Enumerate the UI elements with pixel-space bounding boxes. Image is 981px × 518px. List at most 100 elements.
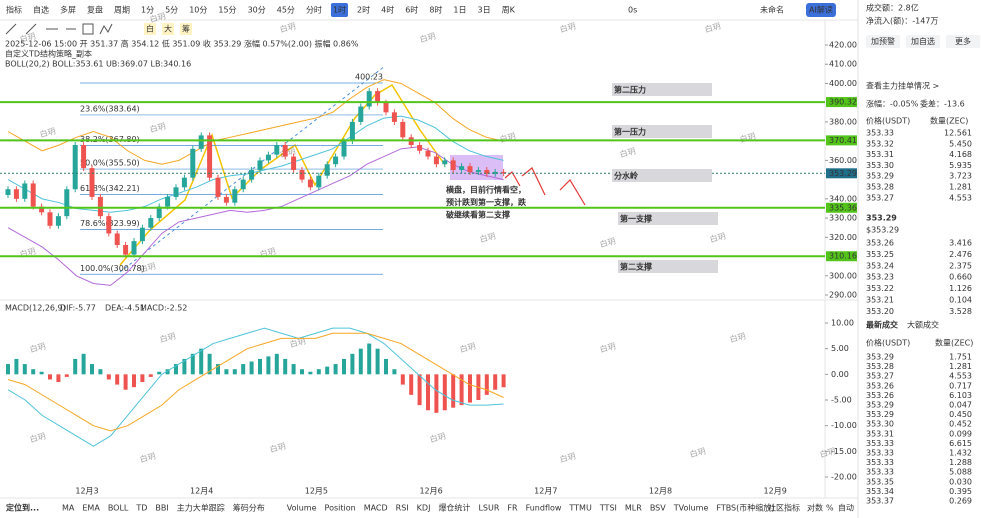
trade-size: 0.450 [949,410,972,419]
indicator-tab[interactable]: TTSI [599,504,617,513]
panel-button-label[interactable]: 加自选 [911,36,935,46]
macd-bar [493,374,498,390]
toolbar-item[interactable]: 2时 [357,5,370,15]
macd-bar [451,374,456,408]
tool-label[interactable]: 大 [164,24,172,34]
toolbar-item[interactable]: 复盘 [87,5,103,15]
candle [459,166,465,170]
tool-label[interactable]: 白 [146,24,154,34]
indicator-tab[interactable]: FTBS(币种缩放) [716,503,774,513]
indicator-tab[interactable]: FR [507,504,518,513]
candle [30,183,36,207]
watermark: 白玥 [279,21,297,35]
indicator-tab[interactable]: Position [325,504,356,513]
trade-price: 353.31 [866,429,894,438]
macd-bar [115,374,120,385]
indicator-tab[interactable]: BBI [155,504,168,513]
macd-bar [417,374,422,406]
ai-button-label[interactable]: AI解读 [809,5,833,15]
candle [139,227,145,242]
bottom-right-item[interactable]: 社区指标 [768,503,800,513]
panel-button[interactable] [946,35,980,48]
annotation-text: 分水岭 [614,171,638,181]
trade-size: 0.269 [949,497,972,506]
x-tick-label: 12月8 [649,487,672,496]
macd-bar [157,371,162,375]
toolbar-item[interactable]: 分时 [306,5,322,15]
panel-button[interactable] [866,35,900,48]
candle [223,196,229,203]
last-price-label: 353.29 [829,169,857,178]
toolbar-item[interactable]: 1时 [333,5,346,15]
x-tick-label: 12月9 [764,487,787,496]
macd-y-tick-label: -20.00 [831,473,857,482]
macd-bar [224,369,229,375]
indicator-tab[interactable]: LSUR [478,504,499,513]
panel-button[interactable] [906,35,940,48]
orderbook-link[interactable]: 查看主力挂单情况 > [866,81,939,91]
toolbar-item[interactable]: 10分 [189,6,207,15]
indicator-tab[interactable]: BOLL [108,504,129,513]
toolbar-item[interactable]: 多屏 [60,5,76,15]
indicator-tab[interactable]: TVolume [673,504,709,513]
toolbar-item[interactable]: 30分 [248,6,266,15]
tool-label[interactable]: 筹 [182,24,190,34]
toolbar-item[interactable]: 45分 [277,6,295,15]
macd-bar [316,369,321,375]
layout-name[interactable]: 未命名 [760,5,784,15]
trade-header: 价格(USDT) [866,338,910,348]
toolbar-item[interactable]: 5分 [165,6,178,15]
ai-button[interactable] [806,3,836,17]
indicator-tab[interactable]: Fundflow [526,504,562,513]
toolbar-item[interactable]: 8时 [429,5,442,15]
indicator-tab[interactable]: TTMU [568,504,592,513]
toolbar-item[interactable]: 指标 [6,5,22,15]
trades-tab[interactable]: 最新成交 [866,320,898,330]
trade-size: 4.553 [949,372,972,381]
macd-y-tick-label: 10.00 [831,319,854,328]
indicator-tab[interactable]: RSI [396,504,409,513]
indicator-tab[interactable]: EMA [82,504,100,513]
toolbar-item[interactable]: 自选 [33,5,49,15]
y-tick-label: 290.00 [829,291,857,300]
indicator-tab[interactable]: MACD [364,504,388,513]
toolbar-item[interactable]: 6时 [405,5,418,15]
indicator-tab[interactable]: MA [62,504,75,513]
toolbar-item[interactable]: 3日 [478,6,491,15]
macd-bar [325,366,330,375]
candle [72,145,78,190]
trades-tab[interactable]: 大额成交 [907,320,939,330]
indicator-tab[interactable]: Volume [287,504,317,513]
indicator-tab[interactable]: 主力大单跟踪 [177,503,225,513]
macd-bar [48,374,52,380]
level-tag-label: 310.16 [829,252,857,261]
panel-button-label[interactable]: 加预警 [871,36,895,46]
toolbar-item[interactable]: 周期 [114,6,130,15]
toolbar-item[interactable]: 周K [502,6,516,15]
locate-button[interactable]: 定位到... [5,503,39,513]
indicator-tab[interactable]: MLR [625,504,642,513]
indicator-tab[interactable]: KDJ [417,504,431,513]
candle [291,156,297,170]
watermark: 白玥 [149,121,167,135]
drawing-tools[interactable] [5,23,113,35]
watermark: 白玥 [39,126,57,140]
level-tag-label: 390.32 [829,98,857,107]
indicator-tab[interactable]: TD [135,504,147,513]
macd-bar [308,371,313,375]
bottom-right-item[interactable]: 自动 [838,503,854,513]
toolbar-item[interactable]: 15分 [218,6,236,15]
toolbar-item[interactable]: 4时 [381,5,394,15]
y-tick-label: 320.00 [829,233,857,242]
bottom-right-item[interactable]: 对数 [807,503,823,513]
bottom-right-item[interactable]: % [826,504,834,513]
toolbar-item[interactable]: 1日 [453,6,466,15]
toolbar-item[interactable]: 1分 [141,6,154,15]
candle [425,150,431,157]
panel-button-label[interactable]: 更多 [955,36,971,46]
indicator-tab[interactable]: 筹码分布 [233,503,265,513]
candle [181,177,187,188]
fib-label: 61.8%(342.21) [80,184,140,193]
indicator-tab[interactable]: BSV [650,504,666,513]
indicator-tab[interactable]: 爆仓统计 [438,503,470,513]
